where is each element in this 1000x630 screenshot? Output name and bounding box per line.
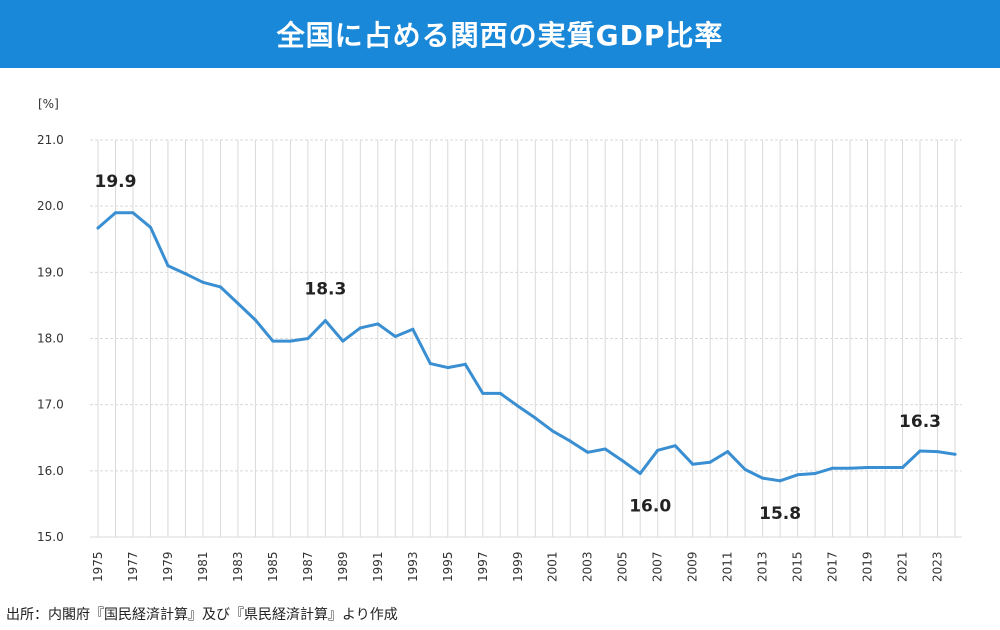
y-tick-label: 17.0 [37, 398, 64, 412]
x-tick-label: 1991 [371, 551, 385, 582]
data-point [568, 439, 572, 443]
data-point [393, 335, 397, 339]
data-point [796, 473, 800, 477]
data-point [166, 264, 170, 268]
data-point [551, 429, 555, 433]
data-point [306, 337, 310, 340]
x-tick-label: 1979 [161, 551, 175, 582]
data-point [498, 391, 502, 395]
data-point [271, 339, 275, 343]
x-tick-label: 2017 [826, 551, 840, 582]
x-tick-label: 1985 [266, 551, 280, 582]
x-tick-label: 2021 [896, 551, 910, 582]
x-tick-label: 2001 [546, 551, 560, 582]
data-point [866, 466, 870, 470]
data-point [778, 479, 782, 483]
x-tick-label: 1997 [476, 551, 490, 582]
data-point [323, 319, 327, 323]
x-tick-label: 1989 [336, 551, 350, 582]
data-point [708, 460, 712, 464]
data-label: 16.3 [899, 412, 941, 432]
data-point [743, 468, 747, 472]
data-point [148, 225, 152, 229]
data-point [726, 450, 730, 454]
data-point [901, 466, 905, 470]
x-tick-label: 1975 [91, 551, 105, 582]
data-point [831, 466, 835, 470]
data-point [621, 459, 625, 463]
data-point [691, 462, 695, 466]
x-tick-label: 2013 [756, 551, 770, 582]
data-point [446, 366, 450, 370]
x-tick-label: 1981 [196, 551, 210, 582]
data-label: 15.8 [759, 504, 801, 524]
data-label: 16.0 [629, 496, 671, 516]
data-point [201, 280, 205, 284]
x-tick-label: 2011 [721, 551, 735, 582]
y-tick-label: 16.0 [37, 464, 64, 478]
data-point [463, 362, 467, 366]
data-point [481, 391, 485, 395]
data-point [96, 226, 100, 230]
x-tick-label: 1999 [511, 551, 525, 582]
title-bar: 全国に占める関西の実質GDP比率 [0, 0, 1000, 68]
data-point [586, 450, 590, 454]
x-tick-label: 2009 [686, 551, 700, 582]
data-point [918, 449, 922, 453]
chart-title: 全国に占める関西の実質GDP比率 [276, 19, 724, 52]
data-point [953, 452, 957, 456]
x-tick-label: 2003 [581, 551, 595, 582]
x-tick-label: 1977 [126, 551, 140, 582]
y-axis-label: [%] [38, 97, 59, 111]
data-point [761, 476, 765, 480]
line-chart: 15.0 16.0 17.0 18.0 19.0 20.0 21.0 [%] 1975 1977 1… [37, 97, 962, 582]
data-point [656, 448, 660, 452]
series-line [96, 211, 957, 483]
data-point [288, 339, 292, 343]
x-tick-label: 1987 [301, 551, 315, 582]
x-tick-label: 2007 [651, 551, 665, 582]
data-point [218, 285, 222, 289]
data-point [638, 471, 642, 475]
data-point [376, 322, 380, 326]
data-point [673, 444, 677, 448]
data-point [236, 301, 240, 305]
data-point [183, 272, 187, 276]
data-point [883, 466, 887, 470]
y-tick-label: 20.0 [37, 199, 64, 213]
data-point [813, 471, 817, 475]
data-point [533, 416, 537, 420]
y-tick-label: 19.0 [37, 265, 64, 279]
data-point [936, 450, 940, 454]
y-tick-label: 15.0 [37, 530, 64, 544]
data-point [848, 466, 852, 470]
y-tick-label: 21.0 [37, 133, 64, 147]
data-point [516, 404, 520, 408]
data-point [131, 211, 135, 215]
data-point [358, 326, 362, 330]
data-point [428, 362, 432, 366]
x-tick-label: 2005 [616, 551, 630, 582]
x-tick-label: 2023 [931, 551, 945, 582]
data-point [603, 447, 607, 451]
data-point [113, 211, 117, 215]
x-tick-label: 2015 [791, 551, 805, 582]
x-tick-label: 1993 [406, 551, 420, 582]
x-tick-label: 2019 [861, 551, 875, 582]
data-point [253, 318, 257, 322]
data-label: 18.3 [304, 280, 346, 300]
data-point [411, 327, 415, 331]
data-label: 19.9 [95, 172, 137, 192]
x-tick-label: 1983 [231, 551, 245, 582]
x-tick-label: 1995 [441, 551, 455, 582]
source-note: 出所：内閣府『国民経済計算』及び『県民経済計算』より作成 [6, 607, 398, 623]
data-point [341, 339, 345, 343]
y-tick-label: 18.0 [37, 332, 64, 346]
